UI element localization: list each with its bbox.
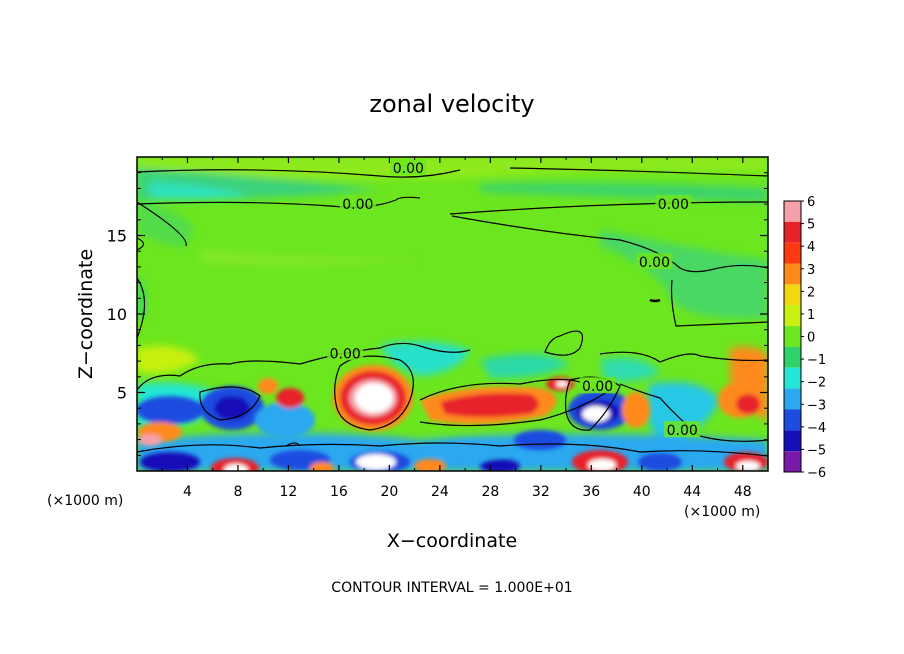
y-tick-label: 5 [117, 384, 127, 403]
contour-label-bg [339, 195, 376, 212]
contour-label: 0.00 [658, 197, 689, 213]
colorbar-label: −1 [807, 353, 826, 368]
y-axis-ticks: 5 10 15 [107, 172, 768, 456]
contour-labels: 0.00 0.00 0.00 0.00 0.00 0.00 0.00 [327, 158, 701, 439]
x-tick-label: 12 [280, 484, 298, 500]
contour-label: 0.00 [639, 255, 670, 271]
x-tick-label: 40 [633, 484, 651, 500]
colorbar-swatch [784, 284, 801, 306]
x-tick-label: 36 [582, 484, 600, 500]
colorbar-swatch [784, 346, 801, 368]
x-tick-label: 16 [330, 484, 348, 500]
colorbar-swatch [784, 451, 801, 472]
colorbar-swatch [784, 388, 801, 410]
contour-label-bg [636, 253, 673, 270]
y-tick-label: 10 [107, 305, 127, 324]
colorbar-swatch [784, 242, 801, 264]
colorbar-swatch [784, 326, 801, 347]
x-unit-left: (×1000 m) [47, 493, 123, 509]
colorbar-label: 5 [807, 218, 815, 233]
contour-label: 0.00 [667, 423, 698, 439]
contour-label: 0.00 [342, 197, 373, 213]
x-unit-right: (×1000 m) [684, 504, 760, 520]
x-tick-label: 8 [233, 484, 242, 500]
x-tick-label: 48 [734, 484, 752, 500]
colorbar-label: −5 [807, 443, 826, 458]
contour-interval-note: CONTOUR INTERVAL = 1.000E+01 [331, 580, 572, 596]
heatmap-field: 0.00 0.00 0.00 0.00 0.00 0.00 0.00 [137, 157, 768, 471]
contour-label: 0.00 [393, 161, 424, 177]
colorbar-swatch [784, 409, 801, 431]
y-tick-label: 15 [107, 227, 127, 246]
x-tick-label: 20 [380, 484, 398, 500]
colorbar-label: 3 [807, 263, 815, 278]
colorbar-swatch [784, 367, 801, 389]
colorbar-label: 2 [807, 285, 815, 300]
colorbar-swatch [784, 201, 801, 222]
x-tick-label: 32 [532, 484, 550, 500]
colorbar-label: −3 [807, 398, 826, 413]
contour-label-bg [579, 377, 616, 394]
contour-label: 0.00 [582, 379, 613, 395]
colorbar: 6 5 4 3 2 1 0 −1 −2 −3 −4 −5 −6 [783, 195, 826, 481]
colorbar-label: 1 [807, 308, 815, 323]
colorbar-label: −2 [807, 376, 826, 391]
x-tick-label: 24 [431, 484, 449, 500]
contour-label-bg [664, 421, 701, 438]
contour-label-bg [390, 158, 427, 175]
contour-label: 0.00 [330, 346, 361, 362]
colorbar-swatch [784, 430, 801, 452]
colorbar-swatch [784, 263, 801, 285]
colorbar-swatch [784, 221, 801, 243]
colorbar-label: −6 [807, 466, 826, 481]
colorbar-swatch [784, 305, 801, 327]
contour-label-bg [655, 195, 692, 212]
contour-label-bg [327, 344, 364, 361]
colorbar-label: 6 [807, 195, 815, 210]
x-tick-label: 44 [683, 484, 701, 500]
y-axis-label: Z−coordinate [75, 249, 97, 379]
colorbar-label: 4 [807, 240, 815, 255]
x-tick-label: 28 [481, 484, 499, 500]
x-axis-ticks: 4 8 12 16 20 24 28 32 36 40 44 48 [161, 157, 752, 500]
x-axis-label: X−coordinate [387, 530, 517, 552]
colorbar-label: −4 [807, 421, 826, 436]
x-tick-label: 4 [183, 484, 192, 500]
chart-title: zonal velocity [369, 90, 534, 118]
colorbar-label: 0 [807, 331, 815, 346]
